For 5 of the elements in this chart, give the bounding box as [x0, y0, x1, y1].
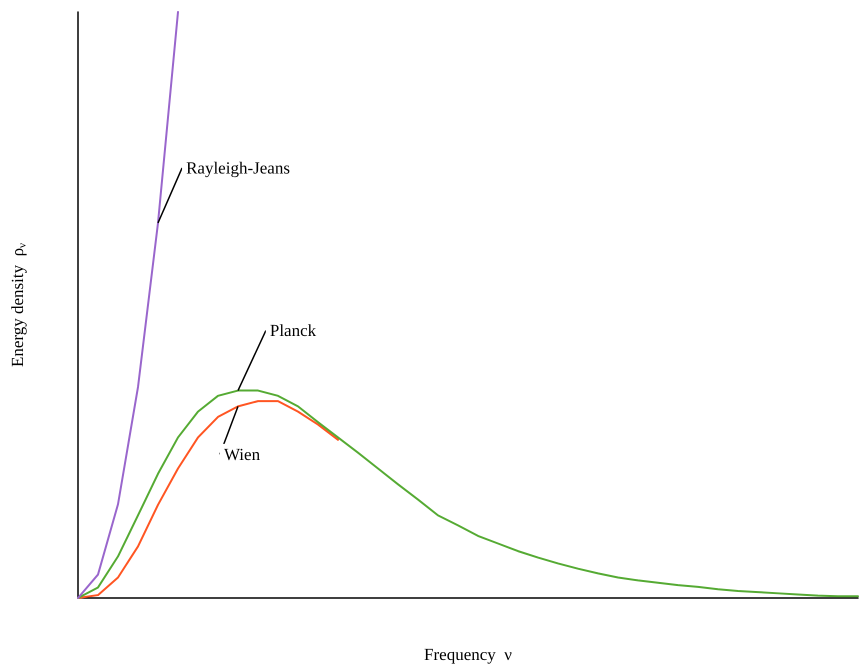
x-axis-title: Frequency ν: [424, 645, 512, 664]
series-label: Rayleigh-Jeans: [186, 158, 290, 178]
text: Planck: [270, 321, 317, 340]
y-axis-title: Energy density ρν: [8, 242, 28, 368]
series-label: Wien: [224, 444, 261, 464]
